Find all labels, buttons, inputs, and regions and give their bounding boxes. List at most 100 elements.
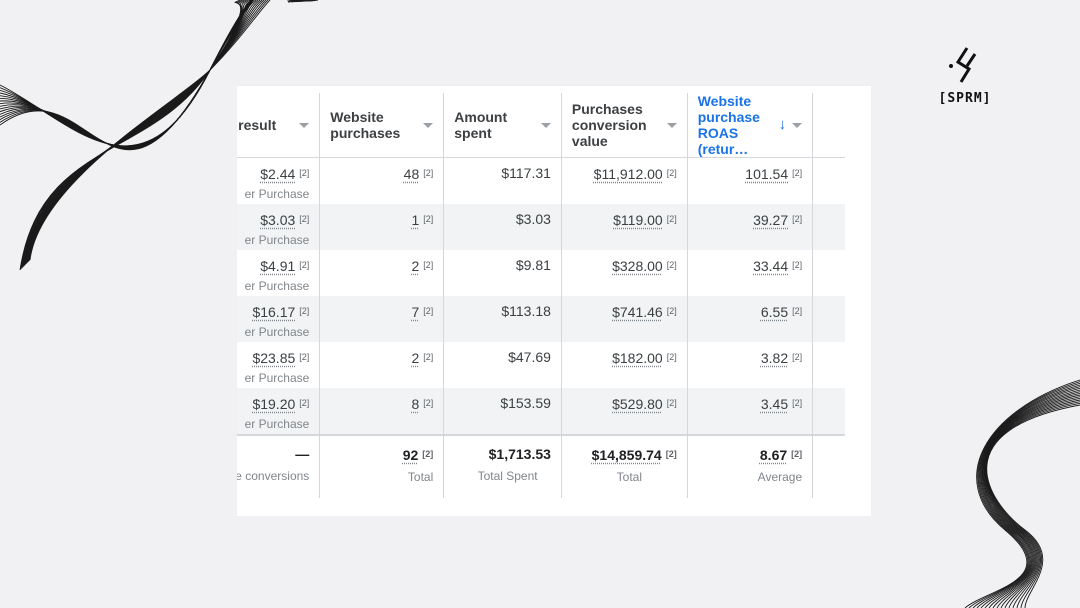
column-header-amount-spent[interactable]: Amount spent xyxy=(443,93,562,158)
footnote-marker: [2] xyxy=(665,449,677,459)
cell-purchases-conversion-value: $328.00 [2] xyxy=(560,250,688,296)
footnote-marker: [2] xyxy=(666,306,677,316)
cell-website-purchase-roas: 6.55 [2] xyxy=(686,296,813,342)
footnote-marker: [2] xyxy=(423,214,434,224)
wave-line xyxy=(24,0,255,266)
total-value[interactable]: 92 xyxy=(402,447,419,463)
metric-value-link[interactable]: 3.45 xyxy=(760,396,789,412)
cell-website-purchase-roas: 101.54 [2] xyxy=(686,157,813,204)
table-header-row: er result Website purchases Amount spent xyxy=(237,93,845,158)
wave-line xyxy=(982,391,1080,608)
chevron-down-icon[interactable] xyxy=(299,122,310,128)
cell-cost-per-result: $16.17 [2] er Purchase xyxy=(237,296,320,342)
total-sublabel: Total xyxy=(407,470,434,484)
wave-line xyxy=(20,0,245,269)
table-row[interactable]: $2.44 [2] er Purchase 48 [2] $117.31 $11,912.0… xyxy=(237,157,845,204)
wave-line xyxy=(20,0,243,270)
cell-purchases-conversion-value: $119.00 [2] xyxy=(560,204,688,250)
total-value: $1,713.53 xyxy=(488,446,551,462)
total-value[interactable]: $14,859.74 xyxy=(591,447,662,463)
cell-website-purchases: 7 [2] xyxy=(319,296,444,342)
metric-value-link[interactable]: 48 xyxy=(403,166,420,182)
wave-line xyxy=(985,399,1080,608)
cell-cost-per-result: $3.03 [2] er Purchase xyxy=(237,204,320,250)
metric-value-link[interactable]: $23.85 xyxy=(252,350,296,366)
cell-amount-spent: $47.69 xyxy=(443,342,562,388)
cell-purchases-conversion-value: $182.00 [2] xyxy=(560,342,688,388)
cell-amount-spent: $113.18 xyxy=(443,296,562,342)
footnote-marker: [2] xyxy=(423,168,434,178)
metric-value: $9.81 xyxy=(515,257,551,273)
wave-line xyxy=(972,382,1080,608)
wave-line xyxy=(980,387,1080,608)
table-row[interactable]: $3.03 [2] er Purchase 1 [2] $3.03 $119.00 [2] 39… xyxy=(237,204,845,250)
metric-value-link[interactable]: $11,912.00 xyxy=(593,166,663,182)
column-header-cost-per-result[interactable]: er result xyxy=(237,93,320,158)
wave-line xyxy=(26,0,263,263)
metric-value-link[interactable]: 7 xyxy=(411,304,420,320)
metric-value-link[interactable]: 39.27 xyxy=(753,212,789,228)
footnote-marker: [2] xyxy=(299,260,310,270)
sort-descending-icon[interactable]: ↓ xyxy=(778,116,787,133)
metric-value: $153.59 xyxy=(500,395,551,411)
metric-value-link[interactable]: $328.00 xyxy=(612,258,663,274)
chevron-down-icon[interactable] xyxy=(423,122,434,128)
footnote-marker: [2] xyxy=(299,398,310,408)
wave-line xyxy=(976,384,1080,608)
metric-value-link[interactable]: 2 xyxy=(411,350,420,366)
total-value[interactable]: 8.67 xyxy=(759,447,788,463)
footnote-marker: [2] xyxy=(299,352,310,362)
metric-value-link[interactable]: $741.46 xyxy=(612,304,663,320)
metric-value-link[interactable]: $19.20 xyxy=(252,396,296,412)
metric-sublabel: er Purchase xyxy=(244,325,310,339)
footnote-marker: [2] xyxy=(422,449,434,459)
footnote-marker: [2] xyxy=(423,260,434,270)
wave-line xyxy=(964,379,1080,608)
wave-line xyxy=(26,0,261,264)
column-header-website-purchase-roas[interactable]: Website purchase ROAS (retur… ↓ xyxy=(686,93,813,158)
decorative-wave-bottom-right xyxy=(964,379,1080,608)
metric-value-link[interactable]: $182.00 xyxy=(612,350,663,366)
metric-value: $117.31 xyxy=(501,165,551,181)
wave-line xyxy=(24,0,257,265)
metric-value-link[interactable]: $529.80 xyxy=(612,396,663,412)
brand-logo-text: [SPRM] xyxy=(938,91,992,106)
cell-purchases-conversion-value: $11,912.00 [2] xyxy=(560,157,688,204)
metric-value-link[interactable]: 8 xyxy=(411,396,420,412)
total-sublabel: ole conversions xyxy=(237,469,310,483)
chevron-down-icon[interactable] xyxy=(792,122,803,128)
column-header-website-purchases[interactable]: Website purchases xyxy=(319,93,444,158)
metric-value-link[interactable]: 6.55 xyxy=(760,304,789,320)
cell-next xyxy=(812,250,845,296)
metric-value-link[interactable]: 3.82 xyxy=(760,350,789,366)
column-header-next xyxy=(812,93,845,158)
wave-line xyxy=(980,386,1080,608)
metric-sublabel: er Purchase xyxy=(244,279,310,293)
metric-value-link[interactable]: 101.54 xyxy=(745,166,789,182)
cell-purchases-conversion-value: $741.46 [2] xyxy=(560,296,688,342)
metric-value-link[interactable]: $119.00 xyxy=(613,212,663,228)
table-row[interactable]: $23.85 [2] er Purchase 2 [2] $47.69 $182.00 [2]… xyxy=(237,342,845,388)
column-header-purchases-conversion-value[interactable]: Purchases conversion value xyxy=(560,93,688,158)
table-row[interactable]: $16.17 [2] er Purchase 7 [2] $113.18 $741.46 [2… xyxy=(237,296,845,342)
chevron-down-icon[interactable] xyxy=(666,122,677,128)
footnote-marker: [2] xyxy=(666,398,677,408)
metric-value-link[interactable]: 33.44 xyxy=(753,258,789,274)
footnote-marker: [2] xyxy=(666,214,677,224)
table-row[interactable]: $4.91 [2] er Purchase 2 [2] $9.81 $328.00 [2] 33… xyxy=(237,250,845,296)
wave-line xyxy=(981,389,1080,608)
metric-value-link[interactable]: $2.44 xyxy=(260,166,296,182)
metric-value-link[interactable]: $16.17 xyxy=(252,304,296,320)
table-row[interactable]: $19.20 [2] er Purchase 8 [2] $153.59 $529.80 [2… xyxy=(237,388,845,435)
metric-value-link[interactable]: 1 xyxy=(411,212,420,228)
metric-value-link[interactable]: 2 xyxy=(411,258,420,274)
chevron-down-icon[interactable] xyxy=(540,122,551,128)
total-sublabel: Total Spent xyxy=(477,469,538,483)
column-header-label: Website purchase ROAS (retur… xyxy=(697,93,760,157)
cell-website-purchases: 48 [2] xyxy=(319,157,444,204)
metric-value-link[interactable]: $3.03 xyxy=(260,212,296,228)
metric-value-link[interactable]: $4.91 xyxy=(260,258,296,274)
footnote-marker: [2] xyxy=(792,214,803,224)
column-header-label: er result xyxy=(237,117,277,133)
ads-results-table: er result Website purchases Amount spent xyxy=(237,93,845,498)
